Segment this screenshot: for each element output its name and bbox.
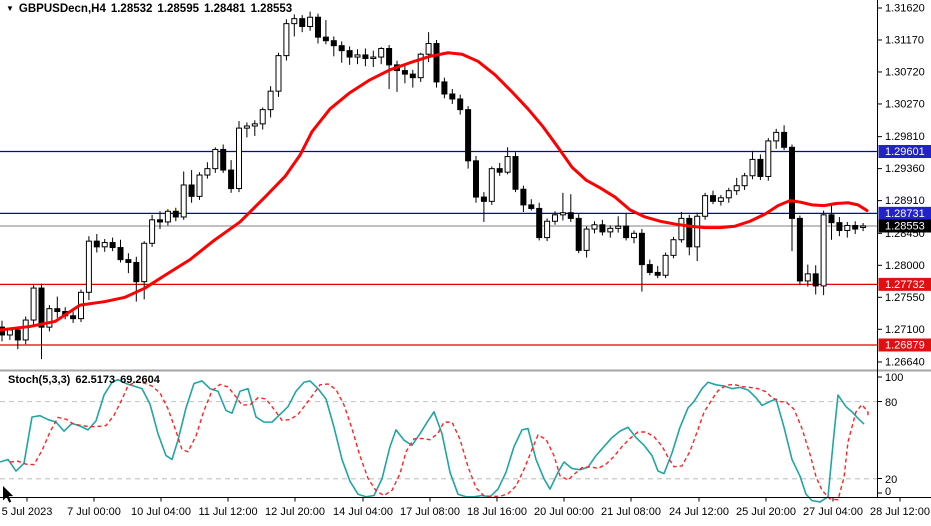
svg-text:17 Jul 08:00: 17 Jul 08:00 xyxy=(400,506,460,518)
stoch-scale-labels[interactable]: 100 80 200 xyxy=(877,372,904,498)
svg-text:1.27732: 1.27732 xyxy=(885,279,925,291)
svg-text:20: 20 xyxy=(885,474,897,486)
svg-text:1.31170: 1.31170 xyxy=(885,34,924,46)
stochastic-d-value: 69.2604 xyxy=(120,374,160,386)
svg-text:21 Jul 08:00: 21 Jul 08:00 xyxy=(601,506,661,518)
svg-text:1.28000: 1.28000 xyxy=(885,260,925,272)
svg-text:11 Jul 12:00: 11 Jul 12:00 xyxy=(198,506,257,518)
stochastic-label: Stoch(5,3,3) xyxy=(8,374,71,386)
svg-text:1.29810: 1.29810 xyxy=(885,131,925,143)
svg-text:1.28731: 1.28731 xyxy=(885,208,925,220)
price-tag: 1.28731 xyxy=(878,206,931,220)
svg-text:0: 0 xyxy=(885,486,891,498)
level-lines xyxy=(0,150,878,346)
price-tag: 1.26879 xyxy=(878,338,931,352)
moving-average-line xyxy=(0,51,869,332)
symbol-title: GBPUSDecn,H4 xyxy=(18,3,106,15)
svg-text:1.26640: 1.26640 xyxy=(885,356,925,368)
stoch-signal-line xyxy=(9,381,869,501)
mouse-cursor-icon xyxy=(3,486,14,503)
svg-text:80: 80 xyxy=(885,397,897,409)
symbol-dropdown-icon[interactable]: ▼ xyxy=(6,4,14,13)
svg-text:1.28910: 1.28910 xyxy=(885,195,925,207)
svg-text:25 Jul 20:00: 25 Jul 20:00 xyxy=(736,506,796,518)
symbol-header: ▼ GBPUSDecn,H4 1.28532 1.28595 1.28481 1.2855… xyxy=(6,3,297,15)
svg-text:7 Jul 00:00: 7 Jul 00:00 xyxy=(67,506,121,518)
last-open-value: 1.28532 xyxy=(110,3,153,15)
svg-text:1.27550: 1.27550 xyxy=(885,292,925,304)
last-low-value: 1.28481 xyxy=(204,3,246,15)
svg-text:1.29601: 1.29601 xyxy=(885,146,925,158)
svg-text:20 Jul 00:00: 20 Jul 00:00 xyxy=(534,506,594,518)
svg-text:24 Jul 12:00: 24 Jul 12:00 xyxy=(669,506,729,518)
svg-text:28 Jul 12:00: 28 Jul 12:00 xyxy=(870,506,930,518)
svg-text:5 Jul 2023: 5 Jul 2023 xyxy=(2,506,53,518)
svg-text:1.30270: 1.30270 xyxy=(885,98,925,110)
candles xyxy=(0,11,867,360)
svg-text:1.30720: 1.30720 xyxy=(885,66,925,78)
last-high-value: 1.28595 xyxy=(157,3,199,15)
price-tag: 1.28553 xyxy=(878,219,931,233)
price-tag: 1.27732 xyxy=(878,277,931,291)
svg-text:12 Jul 20:00: 12 Jul 20:00 xyxy=(265,506,325,518)
time-axis-labels[interactable]: 5 Jul 2023 7 Jul 00:00 10 Jul 04:00 11 Jul … xyxy=(2,497,930,519)
stochastic-header: Stoch(5,3,3) 62.5173 69.2604 xyxy=(8,374,165,386)
svg-text:27 Jul 04:00: 27 Jul 04:00 xyxy=(803,506,863,518)
svg-text:1.26879: 1.26879 xyxy=(885,339,925,351)
stoch-main-line xyxy=(0,378,865,503)
price-tag: 1.29601 xyxy=(878,145,931,159)
last-close-value: 1.28553 xyxy=(250,3,293,15)
stochastic-k-value: 62.5173 xyxy=(75,374,116,386)
price-axis-labels[interactable]: 1.31620 1.31170 1.30720 1.30270 1.29810 1.293… xyxy=(877,3,925,369)
svg-text:18 Jul 16:00: 18 Jul 16:00 xyxy=(467,506,527,518)
svg-text:10 Jul 04:00: 10 Jul 04:00 xyxy=(131,506,191,518)
svg-text:1.28553: 1.28553 xyxy=(885,221,925,233)
svg-text:14 Jul 04:00: 14 Jul 04:00 xyxy=(333,506,393,518)
svg-text:1.29360: 1.29360 xyxy=(885,163,925,175)
svg-text:1.31620: 1.31620 xyxy=(885,3,925,15)
svg-text:1.27100: 1.27100 xyxy=(885,324,925,336)
svg-text:100: 100 xyxy=(885,372,903,384)
